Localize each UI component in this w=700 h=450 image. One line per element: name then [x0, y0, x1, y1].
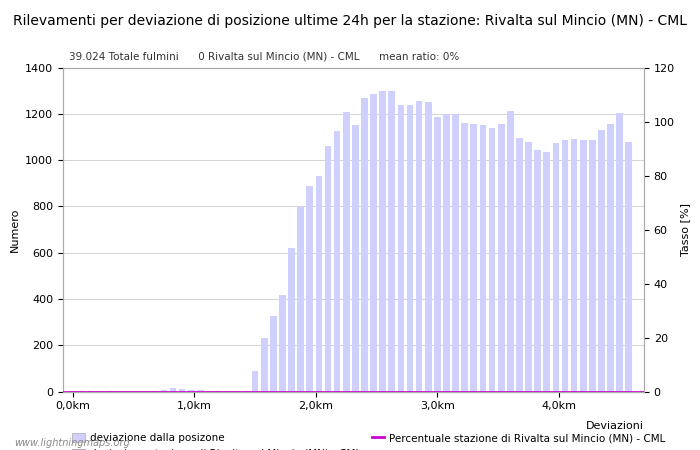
Bar [69, 391, 76, 392]
Bar [215, 391, 222, 392]
Bar [452, 114, 459, 392]
Bar [316, 176, 322, 392]
Bar [279, 295, 286, 392]
Bar [616, 112, 623, 392]
Bar [425, 102, 432, 392]
Text: Deviazioni: Deviazioni [586, 421, 644, 431]
Bar [489, 128, 496, 392]
Bar [270, 316, 276, 392]
Bar [534, 150, 541, 392]
Bar [598, 130, 605, 392]
Bar [480, 126, 486, 392]
Bar [178, 389, 186, 392]
Bar [416, 101, 423, 392]
Bar [552, 143, 559, 392]
Bar [343, 112, 349, 392]
Bar [398, 104, 404, 392]
Bar [607, 124, 614, 392]
Bar [334, 130, 340, 392]
Bar [580, 140, 587, 392]
Bar [589, 140, 596, 392]
Bar [370, 94, 377, 392]
Bar [470, 124, 477, 392]
Bar [443, 114, 450, 392]
Bar [307, 186, 313, 392]
Bar [169, 388, 176, 392]
Bar [252, 371, 258, 392]
Bar [525, 142, 532, 392]
Text: 39.024 Totale fulmini      0 Rivalta sul Mincio (MN) - CML      mean ratio: 0%: 39.024 Totale fulmini 0 Rivalta sul Minc… [69, 51, 459, 61]
Y-axis label: Tasso [%]: Tasso [%] [680, 203, 690, 256]
Bar [434, 117, 441, 392]
Y-axis label: Numero: Numero [10, 207, 20, 252]
Bar [261, 338, 267, 392]
Text: Rilevamenti per deviazione di posizione ultime 24h per la stazione: Rivalta sul : Rilevamenti per deviazione di posizione … [13, 14, 687, 27]
Bar [206, 391, 213, 392]
Bar [516, 138, 523, 392]
Bar [298, 207, 304, 392]
Bar [626, 142, 632, 392]
Bar [225, 391, 231, 392]
Bar [570, 139, 578, 392]
Legend: deviazione dalla posizone, deviazione stazione di Rivalta sul Mincio (MN) - CML,: deviazione dalla posizone, deviazione st… [68, 429, 670, 450]
Bar [160, 390, 167, 392]
Bar [352, 126, 358, 392]
Bar [498, 123, 505, 392]
Bar [407, 104, 414, 392]
Bar [543, 152, 550, 392]
Bar [389, 90, 395, 392]
Bar [197, 390, 204, 392]
Bar [361, 98, 368, 392]
Bar [234, 391, 240, 392]
Bar [561, 140, 568, 392]
Bar [461, 123, 468, 392]
Bar [288, 248, 295, 392]
Bar [188, 390, 195, 392]
Bar [325, 146, 331, 392]
Bar [507, 112, 514, 392]
Bar [243, 391, 249, 392]
Text: www.lightningmaps.org: www.lightningmaps.org [14, 438, 130, 448]
Bar [379, 90, 386, 392]
